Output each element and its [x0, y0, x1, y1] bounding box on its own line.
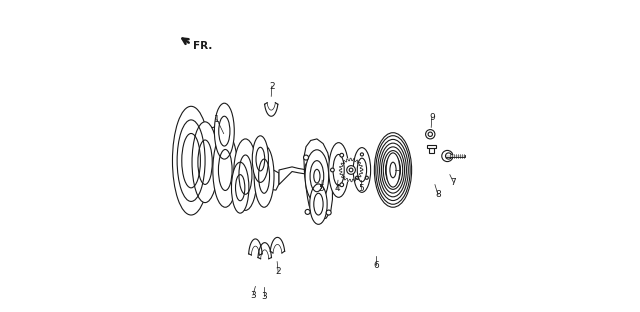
Text: 5: 5	[358, 184, 364, 193]
Ellipse shape	[214, 103, 234, 159]
Circle shape	[331, 168, 334, 172]
Ellipse shape	[254, 145, 274, 207]
Text: 4: 4	[334, 184, 340, 193]
Ellipse shape	[234, 139, 257, 210]
Polygon shape	[429, 148, 434, 153]
Polygon shape	[264, 170, 279, 190]
Ellipse shape	[353, 148, 371, 192]
Ellipse shape	[232, 162, 249, 213]
Text: 2: 2	[275, 267, 281, 276]
Circle shape	[347, 166, 355, 174]
Text: 1: 1	[214, 115, 220, 124]
Text: 8: 8	[435, 190, 441, 199]
Ellipse shape	[252, 136, 268, 183]
Text: 7: 7	[451, 178, 456, 187]
Polygon shape	[205, 125, 227, 158]
Text: 9: 9	[429, 113, 435, 122]
Ellipse shape	[305, 150, 329, 202]
Polygon shape	[246, 156, 264, 182]
Polygon shape	[264, 103, 278, 116]
Ellipse shape	[310, 184, 327, 224]
Circle shape	[303, 155, 308, 160]
Polygon shape	[339, 158, 363, 182]
Ellipse shape	[374, 133, 412, 207]
Text: 6: 6	[373, 261, 379, 270]
Circle shape	[442, 150, 453, 162]
Ellipse shape	[213, 133, 237, 207]
Ellipse shape	[172, 106, 210, 215]
Circle shape	[305, 209, 310, 214]
Circle shape	[340, 183, 344, 187]
Text: 5: 5	[319, 184, 324, 193]
Polygon shape	[270, 237, 285, 253]
Ellipse shape	[386, 153, 400, 187]
Ellipse shape	[192, 122, 218, 202]
Ellipse shape	[329, 143, 349, 197]
Polygon shape	[225, 165, 246, 187]
Polygon shape	[304, 139, 332, 220]
Text: 3: 3	[250, 291, 256, 300]
Text: 3: 3	[261, 292, 267, 301]
Text: 2: 2	[269, 82, 275, 90]
Text: FR.: FR.	[193, 41, 212, 51]
Circle shape	[330, 157, 335, 162]
Circle shape	[426, 129, 435, 139]
Circle shape	[326, 210, 331, 215]
Circle shape	[340, 153, 344, 157]
Polygon shape	[426, 145, 436, 148]
Polygon shape	[279, 167, 308, 185]
Ellipse shape	[305, 162, 312, 181]
